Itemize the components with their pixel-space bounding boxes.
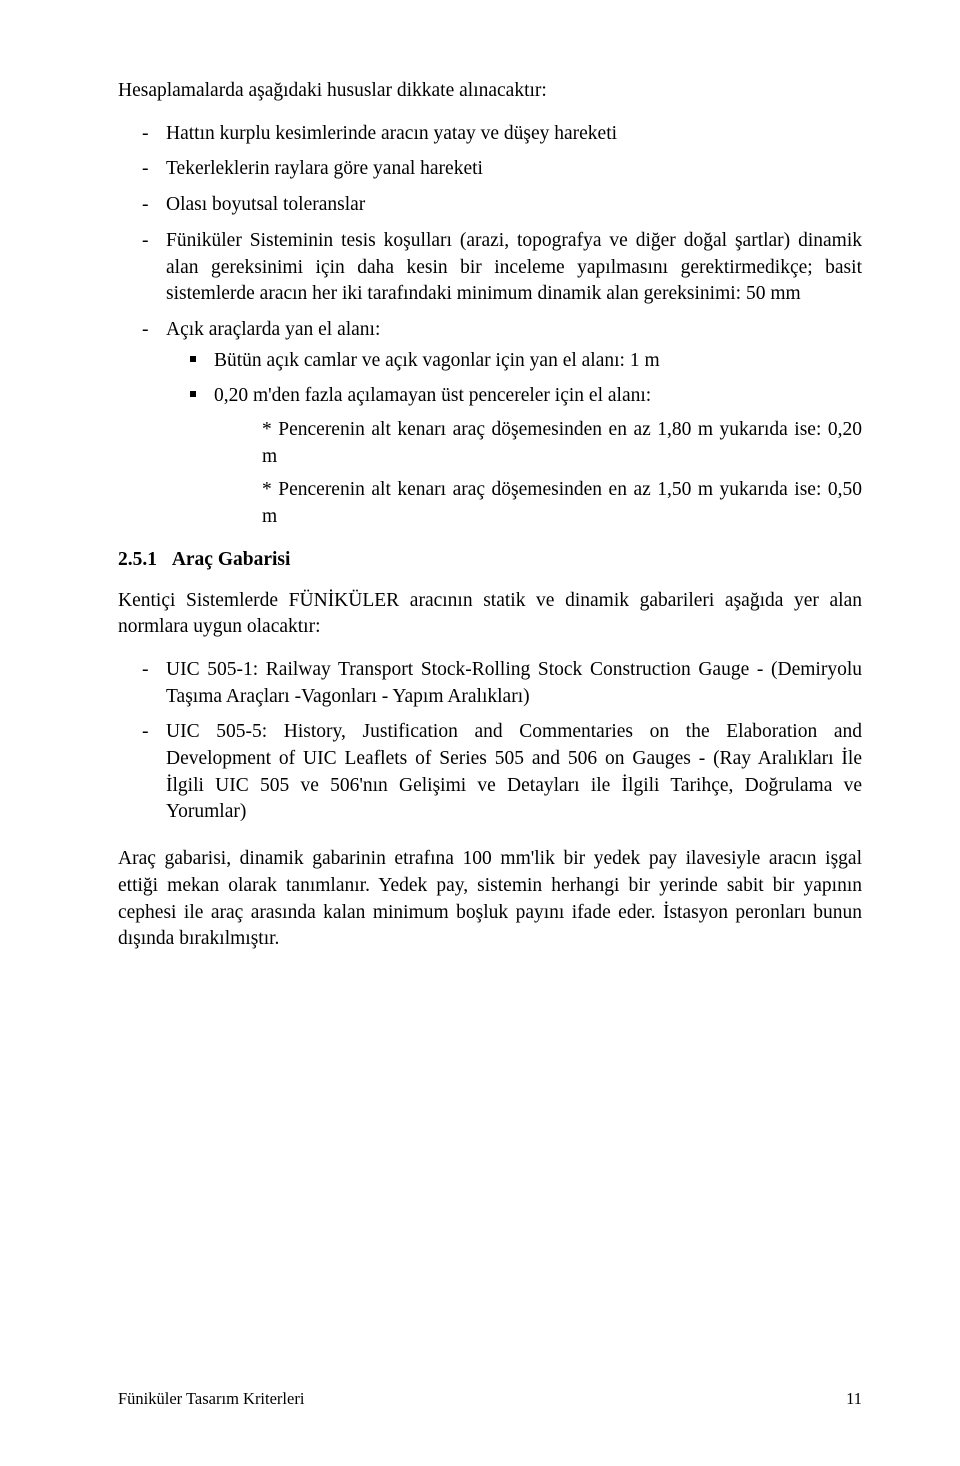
list-item: Olası boyutsal toleranslar: [118, 192, 862, 219]
norm-bullet-list: UIC 505-1: Railway Transport Stock-Rolli…: [118, 657, 862, 826]
section-heading: 2.5.1 Araç Gabarisi: [118, 547, 862, 574]
list-item: Bütün açık camlar ve açık vagonlar için …: [166, 348, 862, 375]
document-page: Hesaplamalarda aşağıdaki hususlar dikkat…: [0, 0, 960, 1466]
list-item: UIC 505-5: History, Justification and Co…: [118, 719, 862, 826]
body-paragraph: Kentiçi Sistemlerde FÜNİKÜLER aracının s…: [118, 588, 862, 641]
star-note: * Pencerenin alt kenarı araç döşemesinde…: [214, 417, 862, 470]
footer-left: Füniküler Tasarım Kriterleri: [118, 1388, 304, 1411]
list-item: Füniküler Sisteminin tesis koşulları (ar…: [118, 228, 862, 308]
page-footer: Füniküler Tasarım Kriterleri 11: [118, 1388, 862, 1411]
footer-page-number: 11: [846, 1388, 862, 1411]
list-item: 0,20 m'den fazla açılamayan üst pencerel…: [166, 383, 862, 531]
list-item-label: Açık araçlarda yan el alanı:: [166, 319, 380, 340]
list-item: Tekerleklerin raylara göre yanal hareket…: [118, 156, 862, 183]
top-bullet-list: Hattın kurplu kesimlerinde aracın yatay …: [118, 121, 862, 531]
star-note: * Pencerenin alt kenarı araç döşemesinde…: [214, 477, 862, 530]
list-item: Açık araçlarda yan el alanı: Bütün açık …: [118, 317, 862, 531]
heading-number: 2.5.1: [118, 547, 168, 574]
body-paragraph: Araç gabarisi, dinamik gabarinin etrafın…: [118, 846, 862, 953]
list-item: Hattın kurplu kesimlerinde aracın yatay …: [118, 121, 862, 148]
heading-title: Araç Gabarisi: [172, 549, 291, 570]
intro-paragraph: Hesaplamalarda aşağıdaki hususlar dikkat…: [118, 78, 862, 105]
list-item: UIC 505-1: Railway Transport Stock-Rolli…: [118, 657, 862, 710]
sub-bullet-list: Bütün açık camlar ve açık vagonlar için …: [166, 348, 862, 531]
list-item-label: 0,20 m'den fazla açılamayan üst pencerel…: [214, 385, 651, 406]
